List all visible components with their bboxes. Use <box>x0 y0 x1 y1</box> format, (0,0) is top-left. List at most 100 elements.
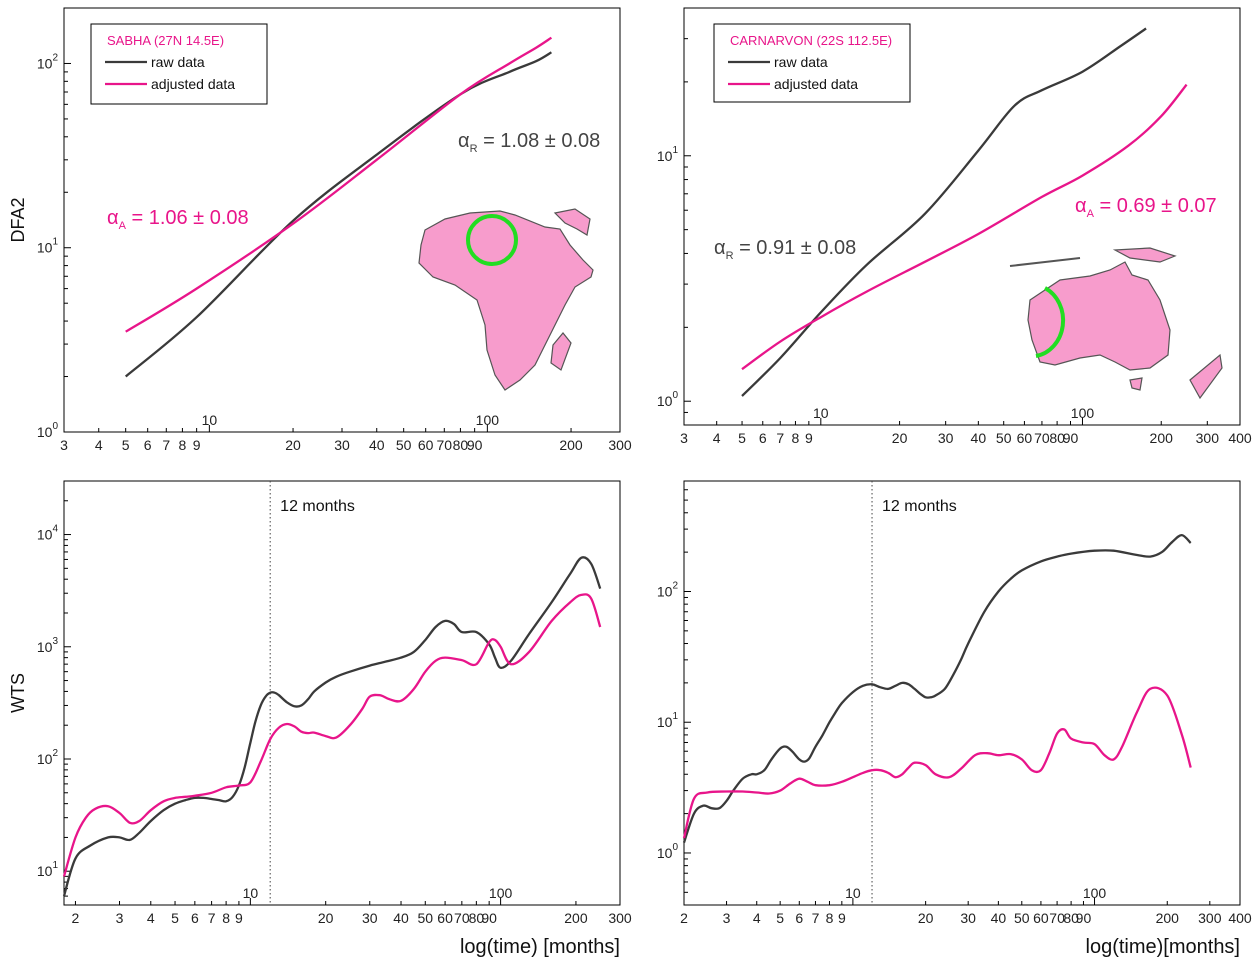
x-tick-label: 70 <box>1049 910 1065 926</box>
x-tick-label: 4 <box>95 437 103 453</box>
x-tick-label: 80 <box>1049 430 1065 446</box>
x-tick-label: 300 <box>608 437 632 453</box>
x-tick-label: 40 <box>991 910 1007 926</box>
x-tick-label: 200 <box>559 437 583 453</box>
x-tick-label: 5 <box>738 430 746 446</box>
x-tick-label: 80 <box>453 437 469 453</box>
x-tick-label: 90 <box>481 910 497 926</box>
x-tick-label: 8 <box>222 910 230 926</box>
y-axis-label: WTS <box>8 673 28 713</box>
x-tick-label: 4 <box>147 910 155 926</box>
x-tick-label: 40 <box>971 430 987 446</box>
y-tick-label: 103 <box>37 636 59 655</box>
series-adjusted-line <box>682 686 1192 839</box>
x-tick-label: 30 <box>362 910 378 926</box>
x-decade-label: 10 <box>202 412 218 428</box>
x-tick-label: 9 <box>838 910 846 926</box>
x-tick-label: 40 <box>369 437 385 453</box>
x-tick-label: 200 <box>1156 910 1180 926</box>
africa-map <box>418 208 594 391</box>
arabia-fragment <box>553 208 591 236</box>
y-tick-label: 100 <box>657 390 679 409</box>
plot-frame <box>683 7 1241 426</box>
series-raw-line <box>682 533 1192 843</box>
y-tick-label: 101 <box>657 145 679 164</box>
x-tick-label: 3 <box>680 430 688 446</box>
reference-line-label: 12 months <box>882 498 957 515</box>
x-tick-label: 3 <box>723 910 731 926</box>
x-tick-label: 70 <box>1034 430 1050 446</box>
y-tick-label: 101 <box>37 860 59 879</box>
x-tick-label: 5 <box>171 910 179 926</box>
x-tick-label: 300 <box>608 910 632 926</box>
x-tick-label: 9 <box>235 910 243 926</box>
legend-title: SABHA (27N 14.5E) <box>107 33 224 48</box>
x-tick-label: 7 <box>812 910 820 926</box>
reference-line-label: 12 months <box>280 498 355 515</box>
x-tick-label: 7 <box>208 910 216 926</box>
x-tick-label: 70 <box>437 437 453 453</box>
x-tick-label: 90 <box>1076 910 1092 926</box>
australia-map <box>1009 247 1223 400</box>
x-tick-label: 300 <box>1196 430 1220 446</box>
new-zealand-landmass <box>1189 353 1223 400</box>
islands-outline <box>1009 257 1081 267</box>
y-tick-label: 100 <box>37 421 59 440</box>
madagascar-landmass <box>550 332 572 371</box>
x-tick-label: 5 <box>776 910 784 926</box>
y-tick-label: 101 <box>37 237 59 256</box>
x-tick-label: 50 <box>1014 910 1030 926</box>
x-tick-label: 200 <box>1150 430 1174 446</box>
y-tick-label: 102 <box>37 748 59 767</box>
plot-frame <box>63 480 621 906</box>
legend-entry: raw data <box>151 54 205 70</box>
x-tick-label: 90 <box>467 437 483 453</box>
x-tick-label: 2 <box>72 910 80 926</box>
x-decade-label: 10 <box>845 885 861 901</box>
x-axis-label: log(time)[months] <box>1086 936 1241 958</box>
x-tick-label: 2 <box>680 910 688 926</box>
x-tick-label: 200 <box>564 910 588 926</box>
x-tick-label: 4 <box>713 430 721 446</box>
y-tick-label: 104 <box>37 524 59 543</box>
x-tick-label: 8 <box>826 910 834 926</box>
legend-box <box>90 23 268 105</box>
x-tick-label: 30 <box>960 910 976 926</box>
africa-landmass <box>418 210 594 391</box>
x-tick-label: 3 <box>60 437 68 453</box>
y-tick-label: 102 <box>37 52 59 71</box>
legend-entry: adjusted data <box>151 76 235 92</box>
x-decade-label: 10 <box>813 405 829 421</box>
x-tick-label: 6 <box>795 910 803 926</box>
x-decade-label: 100 <box>1083 885 1107 901</box>
series-raw-line <box>124 51 553 378</box>
x-tick-label: 30 <box>334 437 350 453</box>
x-tick-label: 6 <box>144 437 152 453</box>
x-tick-label: 50 <box>996 430 1012 446</box>
x-tick-label: 300 <box>1198 910 1222 926</box>
x-tick-label: 60 <box>1017 430 1033 446</box>
new-guinea-landmass <box>1112 247 1177 263</box>
series-adjusted-line <box>741 83 1188 371</box>
x-tick-label: 50 <box>396 437 412 453</box>
x-decade-label: 100 <box>489 885 513 901</box>
x-tick-label: 6 <box>759 430 767 446</box>
y-tick-label: 101 <box>657 711 679 730</box>
plot-frame <box>683 480 1241 906</box>
x-tick-label: 400 <box>1228 910 1252 926</box>
x-axis-label: log(time) [months] <box>460 936 620 958</box>
series-adjusted-line <box>62 593 602 877</box>
series-raw-line <box>62 556 602 897</box>
australia-landmass <box>1027 261 1171 371</box>
x-decade-label: 10 <box>243 885 259 901</box>
x-tick-label: 20 <box>918 910 934 926</box>
legend-entry: raw data <box>774 54 828 70</box>
x-tick-label: 90 <box>1063 430 1079 446</box>
slope-annotation-adjusted: αA = 0.69 ± 0.07 <box>1075 195 1217 220</box>
x-tick-label: 8 <box>179 437 187 453</box>
x-tick-label: 70 <box>454 910 470 926</box>
series-adjusted-line <box>125 36 553 333</box>
